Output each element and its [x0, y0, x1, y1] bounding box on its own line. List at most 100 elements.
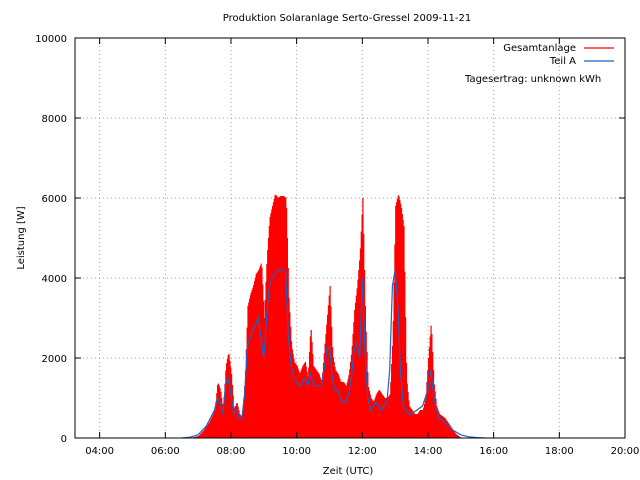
gesamtanlage-bar: [241, 417, 243, 438]
gesamtanlage-bar: [424, 400, 426, 438]
gesamtanlage-bar: [437, 410, 440, 438]
gesamtanlage-bar: [263, 318, 266, 438]
gesamtanlage-bar: [405, 362, 408, 438]
gesamtanlage-bar: [414, 414, 417, 438]
gesamtanlage-bar: [296, 366, 298, 438]
gesamtanlage-bar: [232, 395, 234, 438]
gesamtanlage-bar: [354, 302, 357, 438]
y-tick-label: 6000: [42, 194, 67, 205]
gesamtanlage-bar: [352, 334, 354, 438]
gesamtanlage-bar: [330, 306, 332, 438]
gesamtanlage-bar: [200, 433, 202, 438]
gesamtanlage-bar: [278, 197, 280, 438]
gesamtanlage-bar: [260, 263, 262, 438]
gesamtanlage-bar: [198, 435, 201, 438]
gesamtanlage-bar: [302, 365, 304, 438]
gesamtanlage-bar: [210, 419, 212, 438]
gesamtanlage-bar: [310, 330, 312, 438]
gesamtanlage-bar: [448, 424, 450, 438]
gesamtanlage-bar: [377, 391, 380, 438]
gesamtanlage-bar: [364, 306, 366, 438]
gesamtanlage-bar: [441, 416, 444, 438]
gesamtanlage-bar: [398, 196, 400, 438]
gesamtanlage-bar: [230, 367, 232, 438]
gesamtanlage-bar: [269, 216, 271, 438]
y-tick-label: 0: [61, 434, 67, 445]
gesamtanlage-bar: [229, 360, 231, 438]
gesamtanlage-bar: [304, 363, 306, 438]
gesamtanlage-bar: [285, 208, 288, 438]
teil-a-line: [181, 269, 486, 439]
gesamtanlage-bar: [328, 295, 330, 438]
gesamtanlage-bar: [202, 431, 204, 438]
gesamtanlage-bar: [280, 196, 282, 438]
x-tick-label: 04:00: [85, 446, 114, 457]
gesamtanlage-bar: [344, 383, 346, 438]
gesamtanlage-bar: [336, 372, 339, 438]
gesamtanlage-bar: [375, 395, 377, 438]
gesamtanlage-bar: [349, 369, 351, 438]
gesamtanlage-bar: [427, 358, 430, 438]
gesamtanlage-bar: [431, 334, 433, 438]
gesamtanlage-bar: [312, 354, 314, 438]
gesamtanlage-bar: [363, 234, 365, 438]
gesamtanlage-bar: [199, 434, 201, 438]
gesamtanlage-bar: [220, 392, 222, 438]
gesamtanlage-bar: [212, 413, 215, 438]
gesamtanlage-bar: [400, 208, 403, 438]
gesamtanlage-bar: [225, 370, 227, 438]
gesamtanlage-bar: [346, 382, 348, 438]
gesamtanlage-bar: [314, 368, 316, 438]
gesamtanlage-bar: [224, 383, 226, 438]
gesamtanlage-bar: [426, 382, 428, 438]
gesamtanlage-bar: [271, 209, 273, 438]
gesamtanlage-bar: [354, 310, 356, 438]
gesamtanlage-bar: [218, 386, 220, 438]
legend: Gesamtanlage Teil A: [503, 43, 614, 67]
gesamtanlage-bar: [322, 372, 324, 438]
gesamtanlage-bar: [350, 362, 352, 438]
legend-label-teil-a: Teil A: [549, 56, 576, 67]
gesamtanlage-bar: [351, 346, 353, 438]
gesamtanlage-bar: [255, 274, 257, 438]
gesamtanlage-bar: [413, 412, 415, 438]
gesamtanlage-bar: [416, 414, 418, 438]
gesamtanlage-bar: [249, 298, 251, 438]
gesamtanlage-bar: [308, 352, 311, 438]
gesamtanlage-bar: [239, 414, 241, 438]
gesamtanlage-bar: [217, 383, 220, 438]
gesamtanlage-bar: [203, 430, 205, 438]
x-axis-label: Zeit (UTC): [323, 466, 374, 477]
legend-label-gesamtanlage: Gesamtanlage: [503, 43, 576, 54]
gesamtanlage-bar: [417, 413, 419, 438]
gesamtanlage-bar: [381, 393, 383, 438]
gesamtanlage-bar: [198, 436, 200, 438]
gesamtanlage-bar: [439, 414, 441, 438]
gesamtanlage-bar: [235, 406, 237, 438]
gesamtanlage-bar: [315, 369, 317, 438]
gesamtanlage-bar: [414, 413, 416, 438]
gesamtanlage-bar: [207, 424, 209, 438]
gesamtanlage-bar: [244, 370, 247, 438]
gesamtanlage-bar: [268, 226, 270, 438]
gesamtanlage-bar: [272, 206, 274, 438]
gesamtanlage-bar: [377, 392, 379, 438]
gesamtanlage-bar: [445, 419, 447, 438]
gesamtanlage-bar: [455, 433, 457, 438]
gesamtanlage-bar: [287, 268, 289, 438]
gesamtanlage-bar: [427, 370, 429, 438]
gesamtanlage-bar: [270, 213, 272, 438]
gesamtanlage-bar: [441, 415, 443, 438]
gesamtanlage-bar: [212, 415, 214, 438]
gesamtanlage-bar: [376, 393, 378, 438]
gesamtanlage-bar: [382, 396, 385, 438]
gesamtanlage-bar: [423, 407, 425, 438]
gesamtanlage-bar: [216, 393, 218, 438]
gesamtanlage-bar: [297, 368, 299, 438]
gesamtanlage-bar: [258, 270, 260, 438]
gesamtanlage-bar: [214, 410, 216, 438]
gesamtanlage-bar: [204, 428, 206, 438]
gesamtanlage-bar: [195, 436, 197, 438]
x-tick-label: 08:00: [217, 446, 246, 457]
gesamtanlage-bar: [403, 226, 405, 438]
